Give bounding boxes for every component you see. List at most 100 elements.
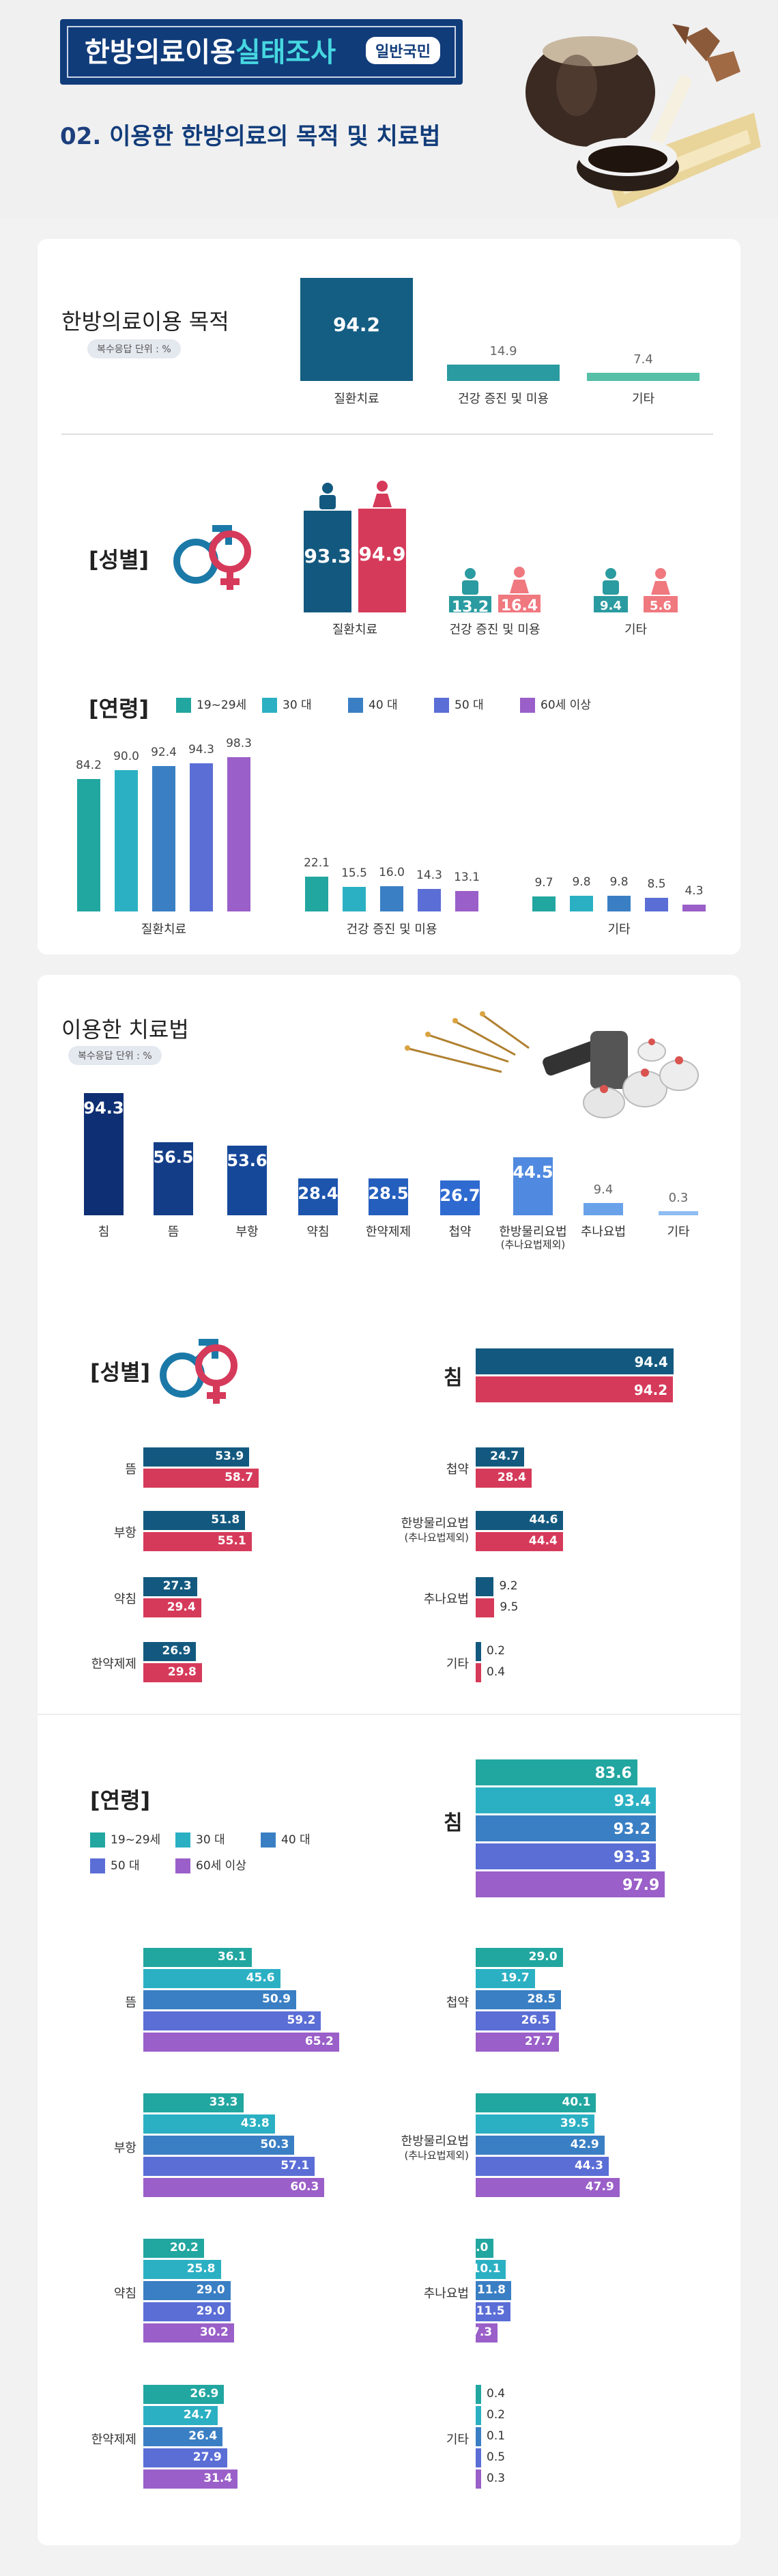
female-hbar	[143, 1598, 201, 1617]
age-hbar	[476, 2260, 506, 2279]
age-hbar	[476, 2157, 609, 2176]
hbar-value: 59.2	[287, 2013, 316, 2027]
age-hbar	[476, 1969, 535, 1988]
treatment-gender-category-label: 한방물리요법	[401, 1516, 469, 1531]
purpose-bar-value: 14.9	[489, 344, 517, 359]
age-hbar	[143, 2011, 321, 2030]
age-hbar	[476, 2178, 620, 2197]
treatment-category-label: 첩약	[448, 1225, 472, 1239]
age-category-label: 기타	[607, 922, 631, 937]
hbar-value: 27.9	[192, 2450, 222, 2464]
female-person-icon	[510, 566, 529, 593]
legend-label: 60세 이상	[541, 698, 591, 712]
purpose-title: 한방의료이용 목적	[61, 309, 229, 335]
legend-item: 60세 이상	[520, 695, 591, 713]
legend-label: 40 대	[369, 698, 398, 712]
page-header: 한방의료이용실태조사 일반국민 02. 이용한 한방의료의 목적 및 치료법	[0, 0, 778, 218]
treatment-age-category-label: 기타	[446, 2432, 469, 2447]
age-hbar	[476, 2448, 481, 2467]
female-person-icon	[373, 481, 392, 508]
age-hbar	[143, 2114, 275, 2134]
hbar-value: 0.4	[487, 2387, 506, 2401]
age-bar	[645, 898, 668, 911]
treatment-bar	[440, 1180, 480, 1215]
age-bar	[455, 890, 478, 911]
treatment-bar	[513, 1157, 553, 1215]
hbar-value: 27.3	[162, 1579, 192, 1593]
legend-item: 19~29세	[90, 1830, 160, 1848]
legend-label: 30 대	[283, 698, 312, 712]
hbar-value: 9.2	[499, 1579, 518, 1593]
hbar-value: 0.4	[487, 1665, 506, 1679]
legend-swatch	[175, 1858, 190, 1873]
male-bar	[304, 510, 351, 612]
treatment-bar	[369, 1178, 408, 1215]
hbar-value: 58.7	[225, 1471, 254, 1484]
hbar-value: 60.3	[290, 2180, 319, 2194]
age-hbar	[476, 2302, 510, 2321]
hbar-value: 93.2	[613, 1821, 651, 1838]
age-bar	[115, 770, 138, 911]
hbar-value: 7.3	[471, 2325, 493, 2339]
legend-label: 19~29세	[111, 1833, 161, 1847]
legend-item: 40 대	[348, 695, 398, 713]
hbar-value: 26.9	[162, 1644, 191, 1658]
age-hbar	[476, 2011, 556, 2030]
treatment-bar-value: 28.4	[298, 1184, 338, 1204]
gender-bar-value: 16.4	[500, 597, 538, 614]
male-hbar	[476, 1577, 494, 1596]
treatment-bar-value: 56.5	[153, 1147, 194, 1167]
gender-bar-value: 5.6	[650, 599, 672, 613]
age-bar	[682, 905, 706, 911]
hbar-value: 9.5	[500, 1600, 519, 1614]
treatment-bar-value: 44.5	[513, 1163, 553, 1183]
female-hbar	[476, 1663, 481, 1682]
age-bar	[570, 896, 593, 911]
age-hbar	[143, 2136, 295, 2155]
hbar-value: 33.3	[209, 2095, 238, 2109]
age-bar-value: 4.3	[685, 884, 704, 898]
legend-item: 30 대	[175, 1830, 225, 1848]
age-bar-value: 13.1	[454, 870, 480, 884]
herbal-medicine-illustration	[525, 24, 761, 208]
female-hbar	[143, 1532, 252, 1551]
page-title: 한방의료이용실태조사	[85, 37, 336, 68]
legend-swatch	[434, 698, 449, 713]
purpose-bar-value: 7.4	[633, 352, 653, 367]
treatment-gender-category-label: 첩약	[446, 1462, 469, 1477]
hbar-value: 25.8	[186, 2262, 216, 2276]
age-hbar	[476, 2281, 511, 2300]
gender-bar-value: 9.4	[600, 599, 622, 613]
female-person-icon	[651, 568, 670, 595]
hbar-value: 29.4	[167, 1600, 196, 1614]
treatment-title: 이용한 치료법	[61, 1017, 189, 1043]
age-hbar	[476, 2114, 594, 2134]
female-bar	[358, 509, 406, 612]
age-bar	[152, 766, 175, 911]
age-hbar	[143, 1969, 280, 1988]
age-hbar	[143, 2239, 204, 2258]
male-hbar	[476, 1642, 481, 1661]
hbar-value: 30.2	[199, 2325, 229, 2339]
age-hbar	[143, 2448, 227, 2467]
hbar-value: 0.3	[487, 2472, 506, 2485]
age-hbar	[476, 1759, 637, 1785]
age-bar-value: 15.5	[341, 866, 367, 881]
treatment-bar-value: 28.5	[368, 1183, 409, 1203]
hbar-value: 83.6	[594, 1765, 632, 1782]
treatment-bar-value: 53.6	[227, 1151, 268, 1171]
hbar-value: 47.9	[585, 2180, 614, 2194]
age-hbar	[143, 2157, 315, 2176]
divider	[61, 434, 713, 435]
hbar-value: 29.0	[528, 1950, 558, 1964]
age-bar	[77, 779, 100, 911]
hbar-value: 10.1	[472, 2262, 501, 2276]
age-bar-value: 9.8	[609, 875, 629, 890]
age-hbar	[476, 1815, 656, 1841]
divider	[38, 1714, 740, 1715]
female-hbar	[476, 1469, 532, 1488]
purpose-category-label: 건강 증진 및 미용	[457, 392, 549, 406]
age-hbar	[476, 1990, 562, 2009]
hbar-value: 40.1	[562, 2095, 591, 2109]
treatment-age-category-sublabel: (추나요법제외)	[404, 2149, 469, 2162]
